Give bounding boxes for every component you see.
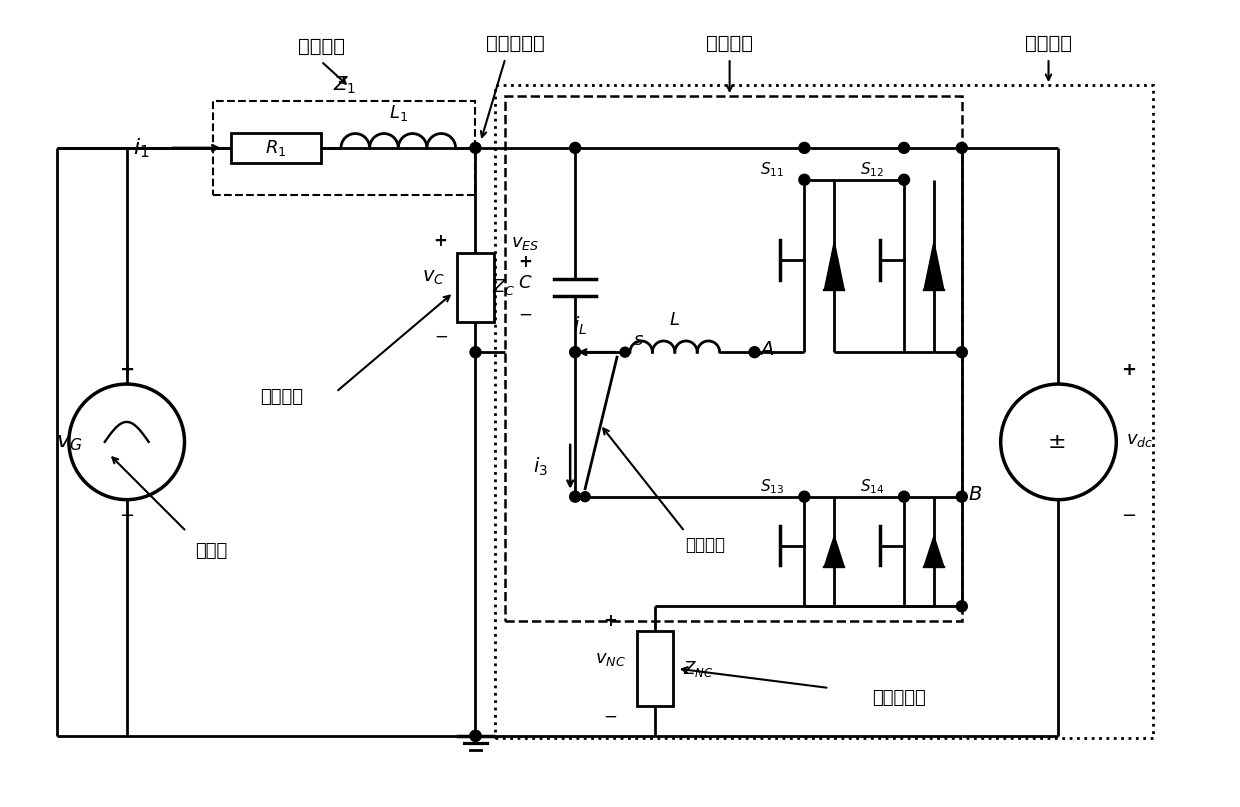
Text: $v_G$: $v_G$ [56, 431, 82, 453]
Circle shape [956, 142, 967, 153]
Text: $-$: $-$ [119, 504, 134, 523]
Text: 智能负载: 智能负载 [1025, 34, 1073, 52]
Text: $Z_C$: $Z_C$ [491, 278, 515, 298]
Circle shape [569, 142, 580, 153]
Text: $v_{dc}$: $v_{dc}$ [1126, 431, 1154, 449]
Polygon shape [825, 242, 844, 290]
Text: $i_L$: $i_L$ [573, 315, 588, 337]
Circle shape [569, 347, 580, 358]
Text: +: + [119, 361, 134, 379]
Text: $v_{ES}$: $v_{ES}$ [511, 234, 539, 252]
Text: $S_{13}$: $S_{13}$ [760, 478, 785, 496]
Text: $A$: $A$ [759, 341, 774, 359]
Text: $Z_{NC}$: $Z_{NC}$ [683, 659, 713, 679]
Text: $S_{14}$: $S_{14}$ [859, 478, 884, 496]
Circle shape [956, 491, 967, 502]
Circle shape [470, 730, 481, 742]
Circle shape [956, 347, 967, 358]
Circle shape [899, 491, 909, 502]
Circle shape [956, 601, 967, 612]
Text: 电力弹簧: 电力弹簧 [706, 34, 753, 52]
Text: $-$: $-$ [518, 304, 532, 322]
Bar [496, 85, 1153, 738]
Text: 旁路开关: 旁路开关 [684, 536, 724, 554]
Circle shape [899, 174, 909, 186]
Polygon shape [924, 242, 944, 290]
Circle shape [470, 347, 481, 358]
Text: 关键负载: 关键负载 [259, 388, 303, 406]
Text: +: + [1121, 361, 1136, 379]
Circle shape [749, 347, 760, 358]
Text: +: + [603, 613, 618, 630]
Circle shape [799, 174, 810, 186]
Text: $\pm$: $\pm$ [1048, 432, 1065, 452]
Bar [506, 96, 962, 621]
Bar [637, 631, 673, 706]
Text: $C$: $C$ [518, 274, 533, 292]
Bar [456, 253, 495, 322]
Circle shape [620, 347, 630, 358]
Text: $v_{NC}$: $v_{NC}$ [595, 650, 625, 667]
Text: 线电压: 线电压 [195, 542, 227, 561]
Text: $R_1$: $R_1$ [265, 138, 286, 158]
Polygon shape [924, 536, 944, 567]
Circle shape [470, 142, 481, 153]
Text: 非关键负载: 非关键负载 [872, 689, 926, 707]
Polygon shape [825, 536, 844, 567]
Text: $i_3$: $i_3$ [533, 456, 548, 478]
Bar [232, 133, 321, 163]
Text: $L_1$: $L_1$ [389, 103, 408, 123]
Text: 线路阻抗: 线路阻抗 [298, 37, 345, 56]
Circle shape [580, 491, 590, 502]
Circle shape [799, 491, 810, 502]
Circle shape [899, 142, 909, 153]
Circle shape [470, 730, 481, 742]
Text: $-$: $-$ [434, 326, 448, 345]
Text: $L$: $L$ [670, 312, 681, 329]
Text: $-$: $-$ [603, 707, 618, 725]
Bar [213, 101, 475, 194]
Text: $S_{11}$: $S_{11}$ [760, 161, 785, 179]
Text: +: + [518, 253, 532, 271]
Text: $-$: $-$ [1121, 504, 1136, 523]
Text: +: + [434, 232, 448, 249]
Text: $i_1$: $i_1$ [134, 136, 150, 160]
Text: $S_{12}$: $S_{12}$ [861, 161, 884, 179]
Text: $B$: $B$ [967, 486, 982, 504]
Circle shape [799, 142, 810, 153]
Circle shape [569, 491, 580, 502]
Text: $v_C$: $v_C$ [422, 268, 445, 286]
Text: $Z_1$: $Z_1$ [332, 74, 356, 96]
Text: 公共连接点: 公共连接点 [486, 34, 544, 52]
Text: $s$: $s$ [634, 331, 645, 349]
